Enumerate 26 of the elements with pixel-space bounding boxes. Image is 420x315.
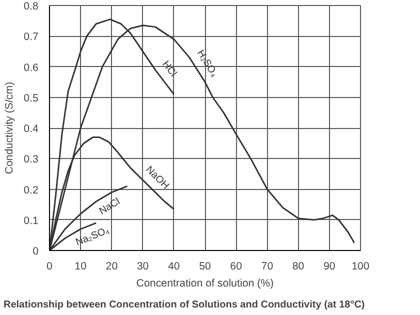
y-tick-label: 0.7 (24, 31, 39, 44)
y-tick-label: 0.5 (24, 92, 39, 104)
x-tick-label: 0 (46, 260, 53, 272)
x-tick-label: 20 (106, 260, 118, 272)
x-tick-label: 100 (352, 260, 370, 272)
text: Na₂SO₄ (74, 225, 112, 248)
x-tick-label: 90 (323, 260, 336, 272)
y-tick-label: 0.1 (24, 214, 39, 227)
text: Relationship between Concentration of Solutions and Conductivity (at 18°C) (4, 300, 365, 310)
x-tick-label: 40 (168, 260, 180, 272)
y-tick-label: 0 (32, 246, 39, 258)
y-tick-label: 0.3 (24, 154, 39, 166)
x-tick-label: 50 (199, 260, 211, 272)
x-tick-label: 30 (136, 260, 149, 272)
x-axis-title: Concentration of solution (%) (136, 278, 274, 290)
y-tick-label: 0.2 (24, 184, 39, 196)
x-tick-label: 80 (292, 260, 304, 272)
y-tick-label: 0.4 (24, 123, 39, 135)
y-tick-label: 0.6 (24, 62, 39, 74)
x-tick-label: 70 (261, 260, 274, 272)
text: HCl (160, 59, 179, 80)
y-tick-label: 0.8 (24, 0, 39, 12)
x-tick-label: 60 (230, 260, 242, 272)
text: NaCl (97, 196, 122, 218)
y-axis-title: Conductivity (S/cm) (4, 82, 16, 174)
x-tick-label: 10 (74, 260, 87, 272)
